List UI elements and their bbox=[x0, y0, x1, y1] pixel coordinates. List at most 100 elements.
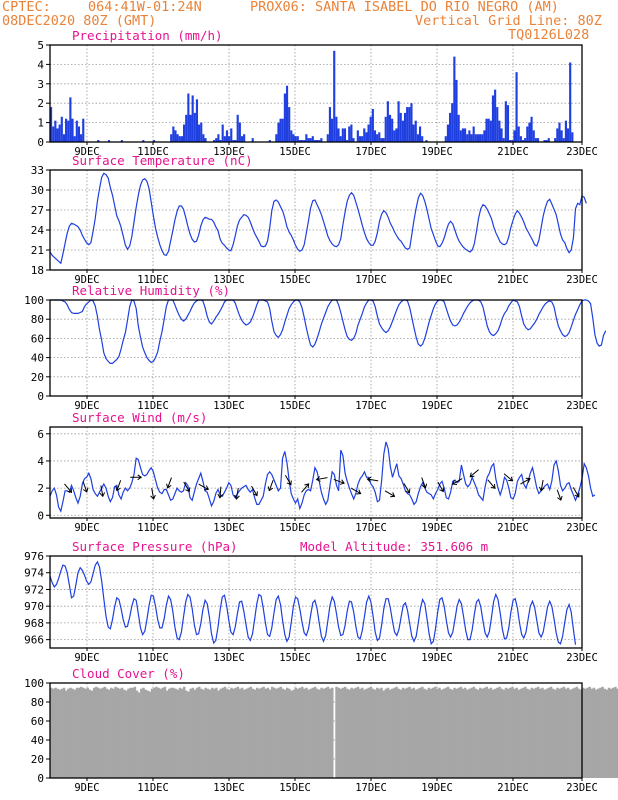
cloud-cover-bar bbox=[410, 688, 413, 778]
wind-arrow bbox=[437, 481, 444, 492]
precip-bar bbox=[444, 136, 447, 142]
precip-bar bbox=[474, 134, 477, 142]
precip-bar bbox=[215, 138, 218, 142]
precip-bar bbox=[395, 128, 398, 142]
cloud-cover-bar bbox=[281, 688, 285, 778]
precip-bar bbox=[476, 134, 480, 142]
wind-arrow-head bbox=[525, 477, 531, 483]
wind-arrow bbox=[235, 488, 239, 500]
cloud-cover-bar bbox=[234, 687, 237, 778]
cloud-cover-bar bbox=[378, 688, 381, 778]
precip-bar bbox=[506, 105, 510, 142]
precip-bar bbox=[335, 116, 338, 142]
cloud-cover-bar bbox=[236, 686, 240, 778]
cloud-cover-bar bbox=[189, 688, 192, 778]
wind-arrow-head bbox=[83, 487, 89, 493]
cloud-cover-bar bbox=[56, 688, 59, 778]
precip-bar bbox=[62, 134, 66, 142]
cloud-cover-bar bbox=[198, 686, 201, 778]
wind-arrow bbox=[572, 487, 580, 498]
wind-arrow bbox=[350, 487, 361, 495]
precip-bar bbox=[152, 140, 156, 142]
precip-bar bbox=[120, 140, 123, 142]
cloud-cover-bar bbox=[573, 687, 576, 778]
precip-bar bbox=[292, 134, 295, 142]
cloud-cover-bar bbox=[86, 687, 89, 778]
wind-arrow bbox=[384, 490, 395, 497]
x-tick-label: 9DEC bbox=[74, 652, 99, 664]
cloud-cover-bar bbox=[54, 687, 57, 778]
precip-bar bbox=[294, 136, 297, 142]
precip-bar bbox=[221, 124, 224, 142]
cloud-cover-bar bbox=[472, 686, 476, 778]
x-tick-label: 9DEC bbox=[74, 400, 99, 412]
cloud-cover-bar bbox=[152, 687, 156, 778]
cloud-cover-bar bbox=[200, 688, 203, 778]
precip-bar bbox=[487, 118, 490, 142]
cloud-cover-bar bbox=[331, 687, 334, 778]
wind-arrow bbox=[251, 485, 258, 496]
wind-arrow-head bbox=[508, 476, 514, 482]
precip-bar bbox=[356, 130, 359, 142]
cloud-cover-bar bbox=[161, 687, 165, 778]
cloud-cover-bar bbox=[391, 688, 394, 778]
wind-arrow-head bbox=[137, 474, 143, 481]
precip-bar bbox=[281, 118, 284, 142]
precip-bar bbox=[481, 134, 484, 142]
cloud-cover-bar bbox=[172, 687, 175, 778]
cloud-cover-bar bbox=[556, 687, 559, 778]
precip-bar bbox=[54, 120, 57, 142]
precip-bar bbox=[562, 138, 565, 142]
precip-bar bbox=[554, 138, 557, 142]
precip-bar bbox=[251, 138, 254, 142]
cloud-cover-bar bbox=[90, 690, 94, 778]
precip-bar bbox=[498, 120, 501, 142]
precip-bar bbox=[530, 116, 533, 142]
x-tick-label: 19DEC bbox=[421, 400, 453, 412]
cloud-cover-bar bbox=[210, 687, 214, 778]
x-tick-label: 17DEC bbox=[355, 400, 387, 412]
precip-bar bbox=[300, 140, 304, 142]
precip-bar bbox=[236, 114, 239, 142]
precip-bar bbox=[365, 132, 368, 142]
wind-arrow-head bbox=[574, 492, 580, 498]
cloud-cover-bar bbox=[506, 688, 510, 778]
x-tick-label: 17DEC bbox=[355, 146, 387, 158]
precip-bar bbox=[361, 136, 364, 142]
cloud-cover-bar bbox=[114, 686, 117, 778]
y-tick-label: 2 bbox=[37, 97, 44, 110]
y-tick-label: 80 bbox=[31, 696, 44, 709]
wind-speed-line bbox=[49, 441, 596, 513]
header-title: CPTEC: bbox=[2, 0, 51, 15]
precip-bar bbox=[290, 130, 293, 142]
cloud-cover-bar bbox=[144, 689, 147, 778]
precip-bar bbox=[223, 136, 226, 142]
wind-arrow bbox=[183, 481, 190, 492]
cloud-cover-bar bbox=[277, 687, 280, 778]
y-tick-label: 0 bbox=[37, 136, 44, 149]
cloud-cover-bar bbox=[142, 687, 145, 778]
precip-bar bbox=[483, 130, 486, 142]
cloud-cover-bar bbox=[99, 688, 102, 778]
y-tick-label: 24 bbox=[31, 224, 45, 237]
x-tick-label: 11DEC bbox=[137, 146, 169, 158]
precip-bar bbox=[311, 136, 314, 142]
x-tick-label: 13DEC bbox=[213, 146, 245, 158]
cloud-cover-bar bbox=[77, 687, 81, 778]
x-tick-label: 17DEC bbox=[355, 274, 387, 286]
precip-bar bbox=[504, 101, 507, 142]
wind-arrow bbox=[268, 480, 274, 491]
precip-bar bbox=[58, 124, 61, 142]
cloud-cover-bar bbox=[603, 688, 606, 778]
x-tick-label: 9DEC bbox=[74, 146, 99, 158]
x-tick-label: 21DEC bbox=[497, 522, 529, 534]
precip-bar bbox=[268, 140, 271, 142]
cloud-cover-bar bbox=[429, 688, 433, 778]
precip-bar bbox=[367, 124, 370, 142]
wind-arrow-head bbox=[451, 479, 458, 485]
panel-frame bbox=[49, 169, 583, 271]
y-tick-label: 20 bbox=[31, 371, 44, 384]
cloud-cover-bar bbox=[382, 690, 385, 778]
precip-bar bbox=[485, 118, 488, 142]
x-tick-label: 11DEC bbox=[137, 400, 169, 412]
